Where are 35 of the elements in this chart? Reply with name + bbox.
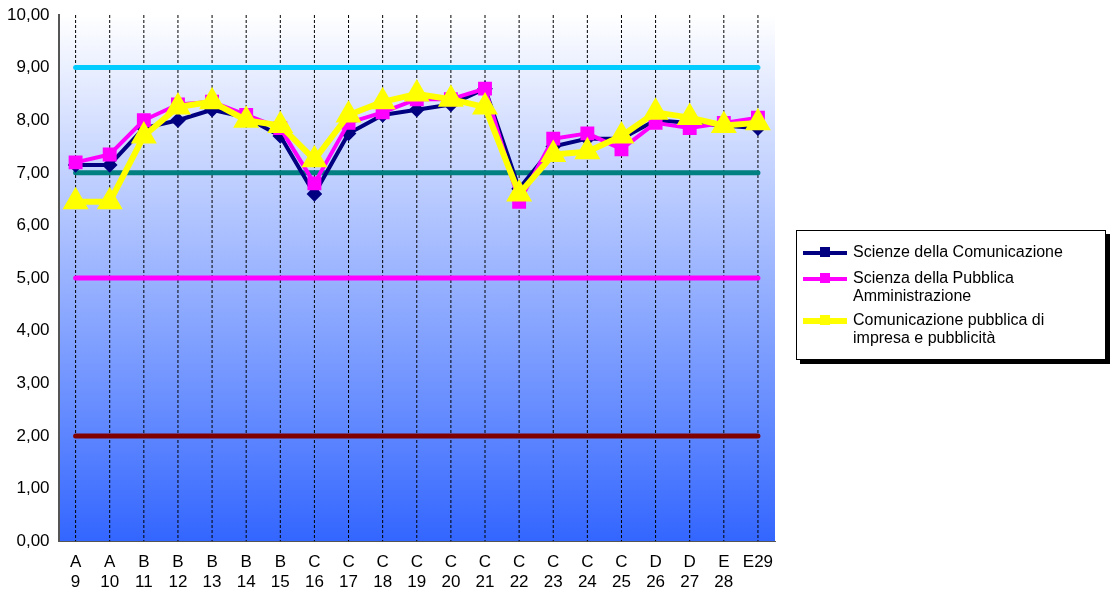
x-tick-label: B 15	[270, 552, 290, 592]
y-tick-label: 3,00	[16, 373, 50, 393]
x-tick-label: B 14	[236, 552, 256, 592]
y-tick-label: 6,00	[16, 215, 50, 235]
y-tick-label: 0,00	[16, 530, 50, 550]
x-tick-label: C 23	[543, 552, 563, 592]
y-tick-label: 10,00	[6, 4, 50, 24]
x-tick-label: B 11	[135, 552, 153, 592]
x-tick-label: C 19	[407, 552, 427, 592]
x-tick-label: C 20	[441, 552, 461, 592]
y-tick-label: 7,00	[16, 162, 50, 182]
legend-label: Scienze della Comunicazione	[853, 243, 1063, 261]
y-tick-label: 5,00	[16, 267, 50, 287]
x-tick-label: E 28	[714, 552, 734, 592]
y-tick-label: 1,00	[16, 478, 50, 498]
x-tick-label: A 9	[69, 552, 82, 592]
legend-label: Scienza della Pubblica Amministrazione	[853, 269, 1015, 305]
x-tick-label: C 24	[577, 552, 597, 592]
y-tick-label: 4,00	[16, 320, 50, 340]
y-tick-label: 2,00	[16, 425, 50, 445]
x-tick-label: B 13	[202, 552, 222, 592]
x-tick-label: C 18	[373, 552, 393, 592]
x-tick-label: D 26	[646, 552, 666, 592]
x-tick-label: C 16	[304, 552, 324, 592]
x-tick-label: C 21	[475, 552, 495, 592]
x-tick-label: C 17	[339, 552, 358, 592]
x-tick-label: B 12	[168, 552, 188, 592]
y-tick-label: 9,00	[16, 57, 50, 77]
x-tick-label: C 25	[612, 552, 631, 592]
x-tick-label: C 22	[509, 552, 529, 592]
x-tick-label: D 27	[680, 552, 700, 592]
y-tick-label: 8,00	[16, 109, 50, 129]
x-tick-label: A 10	[100, 552, 120, 592]
legend-label: Comunicazione pubblica di impresa e pubblicità	[853, 311, 1046, 347]
x-tick-label: E29	[742, 552, 774, 572]
